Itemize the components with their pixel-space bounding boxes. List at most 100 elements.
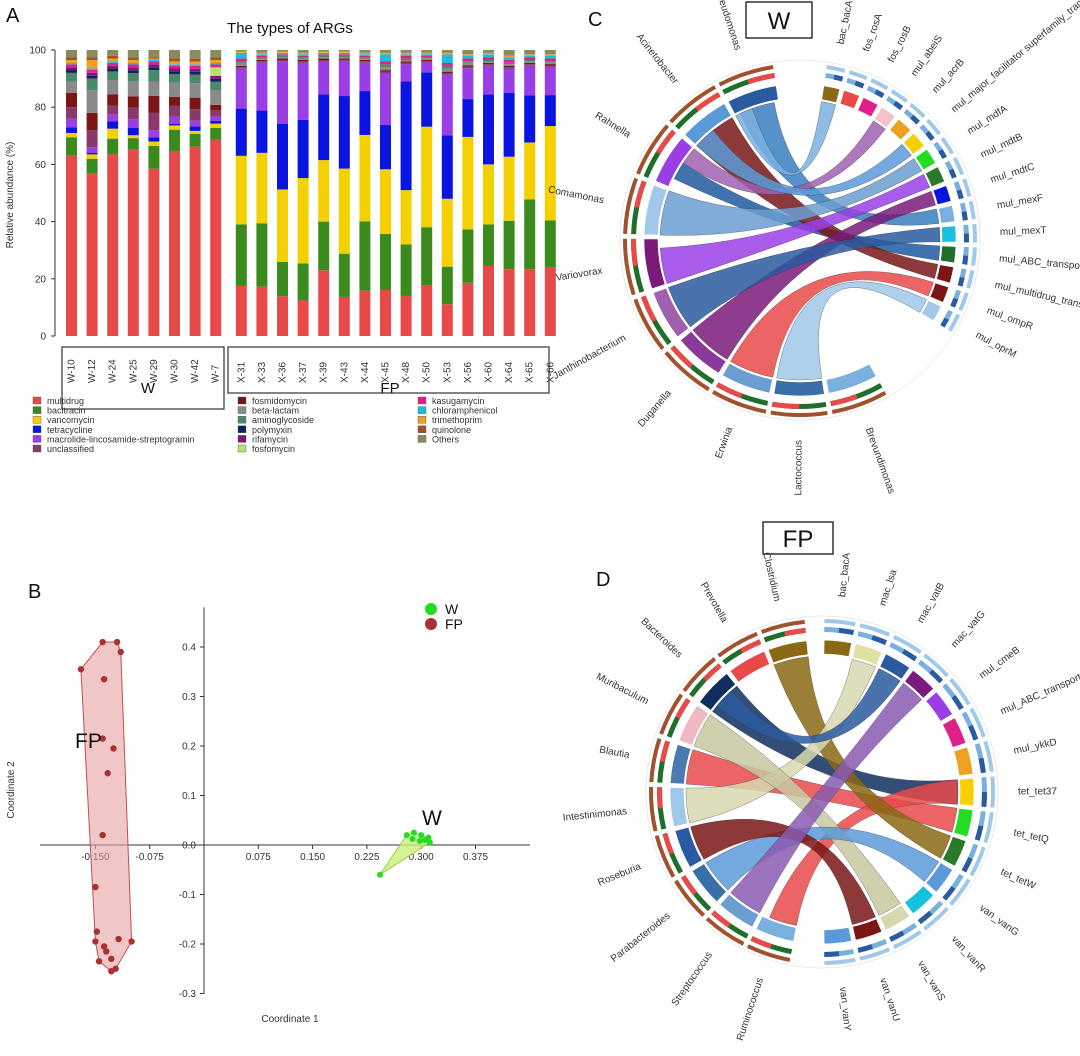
bar-segment-multidrug bbox=[400, 295, 412, 336]
segment-label: van_vanR bbox=[949, 934, 987, 975]
track-outer2 bbox=[947, 313, 961, 332]
bar-segment-tetracycline bbox=[421, 72, 433, 127]
track-outer bbox=[951, 695, 964, 711]
bar-segment-tetracycline bbox=[483, 94, 494, 165]
bar-segment-unclassified bbox=[66, 107, 77, 119]
bar-segment-fosmidomycin bbox=[169, 96, 180, 106]
bar-segment-fosmidomycin bbox=[380, 70, 391, 72]
bar-segment-kasugamycin bbox=[127, 64, 139, 68]
bar-segment-unclassified bbox=[503, 67, 515, 69]
legend-marker-w bbox=[425, 603, 437, 615]
track-outer bbox=[940, 317, 949, 328]
bar-segment-tetracycline bbox=[318, 94, 330, 161]
point-FP bbox=[100, 943, 108, 950]
y-tick-label: 20 bbox=[35, 274, 47, 285]
bar-segment-Others bbox=[380, 50, 391, 53]
bar-segment-aminoglycoside bbox=[544, 61, 556, 63]
track-outer2 bbox=[669, 85, 717, 124]
point-W bbox=[409, 836, 416, 843]
point-W bbox=[403, 832, 410, 839]
bar-segment-vancomycin bbox=[359, 134, 371, 222]
bar-segment-fosmidomycin bbox=[359, 59, 371, 62]
sector-Muribaculum bbox=[678, 705, 709, 746]
chord-ribbon bbox=[769, 779, 959, 926]
bar-segment-fosmidomycin bbox=[544, 64, 556, 66]
sector-Ruminococcus bbox=[755, 915, 797, 942]
segment-label: Comamonas bbox=[547, 184, 605, 206]
track-outer2 bbox=[983, 812, 994, 844]
bar-segment-bacitracin bbox=[441, 266, 453, 305]
bar-segment-rifamycin bbox=[148, 64, 160, 68]
point-FP bbox=[108, 955, 115, 963]
bar-segment-kasugamycin bbox=[483, 57, 494, 61]
sector-tet_tetQ bbox=[953, 808, 974, 838]
track-outer bbox=[917, 910, 933, 925]
track-outer2 bbox=[674, 879, 706, 917]
legend-label-aminoglycoside: aminoglycoside bbox=[252, 415, 314, 425]
bar-segment-Others bbox=[421, 50, 433, 53]
segment-label: van_vanS bbox=[915, 959, 947, 1003]
legend-swatch-unclassified bbox=[32, 444, 42, 453]
bar-segment-vancomycin bbox=[127, 135, 139, 139]
bar-segment-beta-lactam bbox=[483, 61, 494, 63]
track-outer bbox=[950, 297, 959, 308]
legend-swatch-fosmidomycin bbox=[237, 396, 247, 405]
sector-van_vanG bbox=[925, 862, 953, 893]
sector-Pseudomonas bbox=[727, 85, 779, 115]
legend-swatch-bacitracin bbox=[32, 406, 42, 414]
chord-ribbon bbox=[692, 191, 936, 360]
segment-label: van_vanY bbox=[837, 986, 853, 1032]
y-tick-label: 100 bbox=[29, 46, 46, 57]
bar-segment-quinolone bbox=[189, 58, 201, 62]
bar-segment-tetracycline bbox=[210, 120, 222, 124]
bar-segment-aminoglycoside bbox=[483, 60, 494, 62]
bar-segment-Others bbox=[235, 50, 247, 52]
sector-Roseburia bbox=[674, 826, 703, 868]
segment-label: Blautia bbox=[598, 744, 631, 761]
bar-segment-kasugamycin bbox=[256, 55, 268, 58]
bar-segment-beta-lactam bbox=[380, 67, 391, 71]
bar-segment-multidrug bbox=[86, 172, 98, 336]
bar-segment-bacitracin bbox=[338, 253, 350, 297]
bar-segment-kasugamycin bbox=[544, 58, 556, 62]
track-outer bbox=[830, 394, 858, 407]
bar-segment-beta-lactam bbox=[277, 57, 288, 59]
track-outer bbox=[824, 951, 840, 957]
bar-segment-chloramphenicol bbox=[277, 52, 288, 55]
track-outer bbox=[681, 875, 698, 896]
bar-segment-macrolide-lincosamide-streptogramin bbox=[169, 116, 180, 124]
bar-segment-trimethoprim bbox=[256, 52, 268, 55]
legend-label-trimethoprim: trimethoprim bbox=[432, 415, 482, 425]
category-label: X-53 bbox=[442, 361, 453, 383]
bar-segment-tetracycline bbox=[107, 121, 119, 129]
bar-segment-trimethoprim bbox=[66, 60, 77, 63]
bar-segment-Others bbox=[189, 50, 201, 59]
y-tick-label: 40 bbox=[35, 217, 47, 228]
legend-swatch-macrolide-lincosamide-streptogramin bbox=[32, 435, 42, 443]
track-outer bbox=[838, 627, 855, 636]
bar-segment-unclassified bbox=[107, 105, 119, 115]
legend-label-unclassified: unclassified bbox=[47, 444, 94, 454]
legend-label-chloramphenicol: chloramphenicol bbox=[432, 406, 498, 416]
point-FP bbox=[108, 968, 115, 975]
track-outer bbox=[974, 825, 984, 841]
legend-swatch-aminoglycoside bbox=[237, 416, 247, 424]
bar-segment-aminoglycoside bbox=[127, 73, 139, 82]
track-outer bbox=[854, 80, 865, 89]
segment-label: Bacteroides bbox=[638, 616, 684, 660]
bar-segment-rifamycin bbox=[210, 76, 222, 79]
chord-diagram-w: bac_bacA fos_rosA fos_rosBmul_abeiSmul_acr… bbox=[547, 0, 1080, 496]
segment-label: Prevotella bbox=[698, 581, 730, 625]
bar-segment-Others bbox=[462, 50, 474, 55]
bar-segment-fosmidomycin bbox=[524, 62, 536, 65]
bar-segment-Others bbox=[297, 50, 309, 53]
bar-segment-macrolide-lincosamide-streptogramin bbox=[235, 68, 247, 109]
bar-segment-fosmidomycin bbox=[400, 61, 412, 63]
sector-van_vanU bbox=[852, 918, 883, 941]
segment-label: Ruminococcus bbox=[735, 976, 766, 1042]
chord-ribbon bbox=[705, 827, 940, 891]
track-outer2 bbox=[971, 247, 977, 266]
bar-segment-trimethoprim bbox=[400, 52, 412, 55]
point-W bbox=[418, 832, 425, 839]
bar-segment-kasugamycin bbox=[235, 58, 247, 62]
